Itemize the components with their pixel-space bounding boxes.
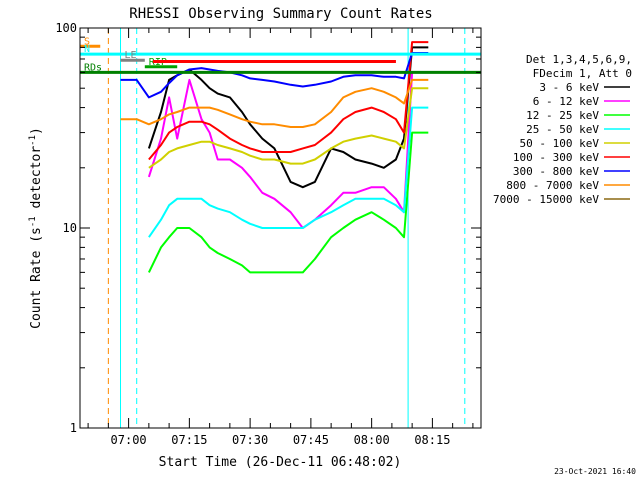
flag-label: LE <box>125 50 137 61</box>
legend-header-line: FDecim 1, Att 0 <box>533 67 632 80</box>
footer-timestamp: 23-Oct-2021 16:40 <box>554 467 636 476</box>
x-tick-label: 07:30 <box>232 433 268 447</box>
legend-header-line: Det 1,3,4,5,6,9, <box>526 53 632 66</box>
legend-entry-label: 800 - 7000 keV <box>506 179 599 192</box>
y-axis-label-part: ) <box>29 127 44 135</box>
x-axis: 07:00 07:15 07:30 07:45 08:00 08:15 <box>87 28 474 447</box>
y-tick-label: 100 <box>55 21 77 35</box>
legend: Det 1,3,4,5,6,9, FDecim 1, Att 0 3 - 6 k… <box>493 53 632 206</box>
legend-entry-label: 3 - 6 keV <box>539 81 599 94</box>
y-axis-label: Count Rate (s-1 detector-1) <box>28 127 44 329</box>
y-axis-label-part: detector <box>29 146 44 217</box>
series-line <box>120 78 429 128</box>
series-line <box>148 106 429 238</box>
y-axis-label-exponent: -1 <box>28 135 38 146</box>
y-tick-label: 10 <box>63 221 77 235</box>
legend-entry-label: 100 - 300 keV <box>513 151 599 164</box>
legend-entry-label: 300 - 800 keV <box>513 165 599 178</box>
series-line <box>120 52 429 99</box>
x-tick-label: 07:00 <box>111 433 147 447</box>
flag-label: N <box>84 44 90 55</box>
series-line <box>148 41 429 161</box>
x-tick-label: 08:00 <box>354 433 390 447</box>
x-axis-label: Start Time (26-Dec-11 06:48:02) <box>159 455 402 470</box>
series-line <box>147 71 429 229</box>
y-axis: 1 10 100 <box>55 21 481 435</box>
chart-title: RHESSI Observing Summary Count Rates <box>129 6 432 22</box>
series-line <box>148 87 429 169</box>
x-tick-label: 07:15 <box>171 433 207 447</box>
x-tick-label: 08:15 <box>414 433 450 447</box>
legend-entry-label: 7000 - 15000 keV <box>493 193 599 206</box>
y-axis-label-exponent: -1 <box>28 216 38 227</box>
y-axis-label-part: Count Rate (s <box>29 227 44 329</box>
legend-entry-label: 12 - 25 keV <box>526 109 599 122</box>
flag-label: S <box>84 36 90 47</box>
flag-label: RDs <box>84 62 102 73</box>
legend-entry-label: 6 - 12 keV <box>533 95 600 108</box>
y-tick-label: 1 <box>70 421 77 435</box>
legend-entry-label: 25 - 50 keV <box>526 123 599 136</box>
series-line <box>147 131 429 274</box>
x-tick-label: 07:45 <box>293 433 329 447</box>
legend-entry-label: 50 - 100 keV <box>520 137 600 150</box>
